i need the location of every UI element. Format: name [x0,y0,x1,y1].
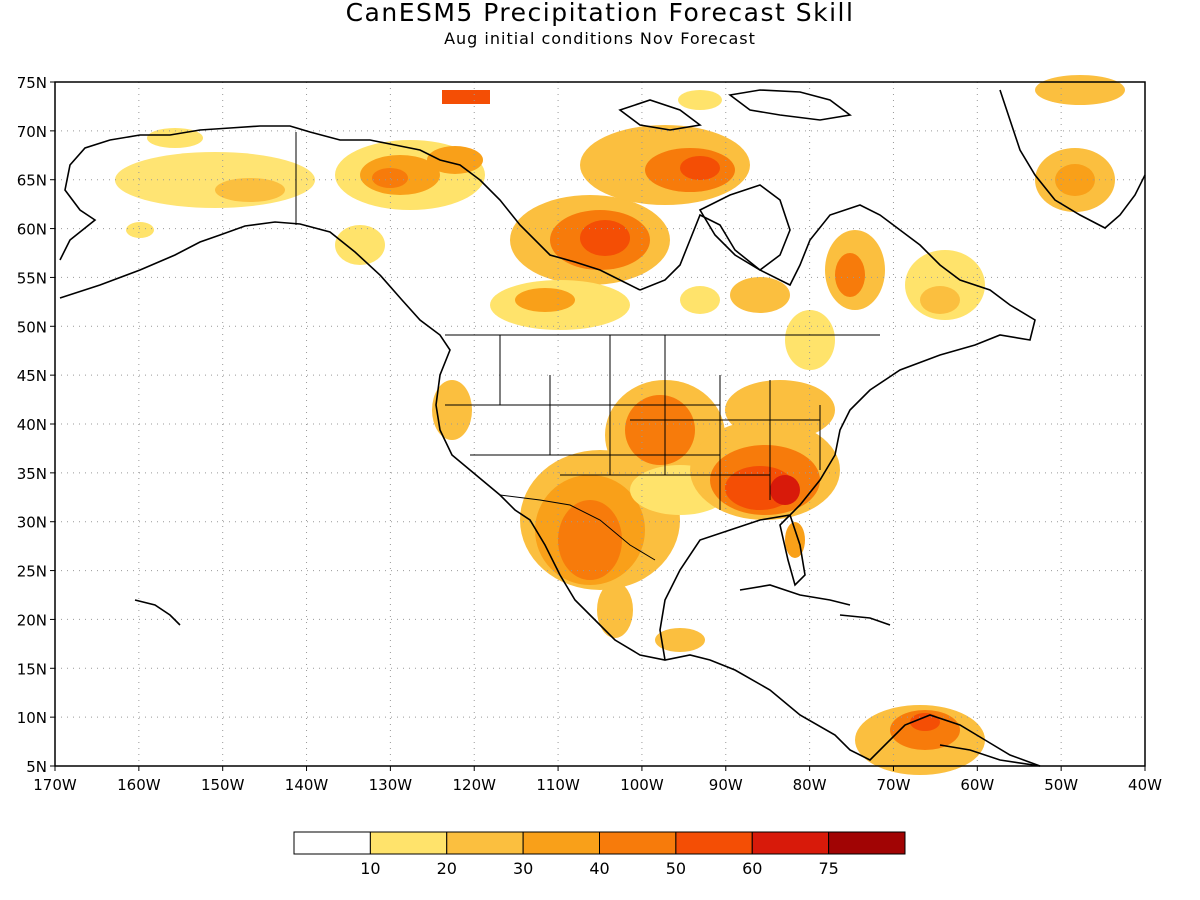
lat-label: 20N [17,611,47,629]
lat-label: 65N [17,172,47,190]
lon-label: 80W [793,776,827,794]
lon-label: 120W [452,776,496,794]
colorbar: 10 20 30 40 50 60 75 [293,831,906,878]
lat-label: 75N [17,74,47,92]
hispaniola [839,614,891,626]
colorbar-swatch [751,831,830,855]
skill-patch [770,475,800,505]
map-title: CanESM5 Precipitation Forecast Skill [345,0,855,27]
skill-patch [910,713,940,731]
lon-label: 70W [877,776,911,794]
skill-patch [680,286,720,314]
latitude-axis: 75N 70N 65N 60N 55N 50N 45N 40N 35N 30N 25N 20N 15N 1… [17,74,55,776]
colorbar-label: 20 [437,859,457,878]
skill-patch [147,128,203,148]
skill-patch [680,156,720,180]
greenland-coast [999,89,1146,229]
colorbar-label: 30 [513,859,533,878]
arctic-island [728,89,852,121]
skill-patch [335,225,385,265]
colorbar-swatch [446,831,524,855]
lat-label: 50N [17,318,47,336]
colorbar-swatch [522,831,600,855]
graticule [55,82,1145,766]
lat-label: 70N [17,123,47,141]
lon-label: 150W [201,776,245,794]
lon-label: 110W [536,776,580,794]
colorbar-swatch [293,831,371,855]
skill-patch [597,582,633,638]
colorbar-swatch [369,831,448,855]
lat-label: 45N [17,367,47,385]
colorbar-swatch [828,831,906,855]
lat-label: 55N [17,269,47,287]
state-lines-ew [445,404,820,476]
skill-patch [580,220,630,256]
lat-label: 60N [17,221,47,239]
lat-label: 35N [17,465,47,483]
lon-label: 140W [285,776,329,794]
colorbar-swatch [599,831,677,855]
hawaii [134,599,181,626]
skill-patch [678,90,722,110]
lat-label: 25N [17,563,47,581]
skill-patch [432,380,472,440]
colorbar-label: 50 [666,859,686,878]
arctic-coast [59,125,641,291]
lat-label: 10N [17,709,47,727]
skill-patch [920,286,960,314]
colorbar-label: 40 [589,859,609,878]
lat-label: 40N [17,416,47,434]
lon-label: 90W [709,776,743,794]
skill-patch [625,395,695,465]
skill-patch [427,146,483,174]
coastlines [59,89,1146,767]
skill-patch [126,222,154,238]
skill-patch [442,90,490,104]
us-mexico-border [499,494,656,561]
skill-patch [215,178,285,202]
lon-label: 130W [369,776,413,794]
lon-label: 50W [1044,776,1078,794]
lon-label: 100W [620,776,664,794]
skill-patch [515,288,575,312]
skill-patch [655,628,705,652]
lon-label: 160W [117,776,161,794]
pacific-coast [59,221,1041,767]
skill-patch [558,500,622,580]
arctic-island [618,99,702,131]
colorbar-label: 75 [818,859,838,878]
cuba [739,584,851,606]
skill-patch [730,277,790,313]
lat-label: 15N [17,660,47,678]
lon-label: 170W [33,776,77,794]
colorbar-label: 60 [742,859,762,878]
lon-label: 40W [1128,776,1162,794]
skill-patch [1035,75,1125,105]
lon-label: 60W [960,776,994,794]
longitude-axis: 170W 160W 150W 140W 130W 120W 110W 100W 90W 80W 70… [33,766,1162,794]
colorbar-swatch [675,831,753,855]
atlantic-gulf-coast [639,204,1036,661]
hudson-bay [698,184,791,271]
skill-patch [835,253,865,297]
sa-coast [939,744,1041,767]
map-subtitle: Aug initial conditions Nov Forecast [444,29,756,48]
political-borders [295,132,880,561]
lat-label: 30N [17,514,47,532]
lat-label: 5N [26,758,47,776]
colorbar-label: 10 [360,859,380,878]
